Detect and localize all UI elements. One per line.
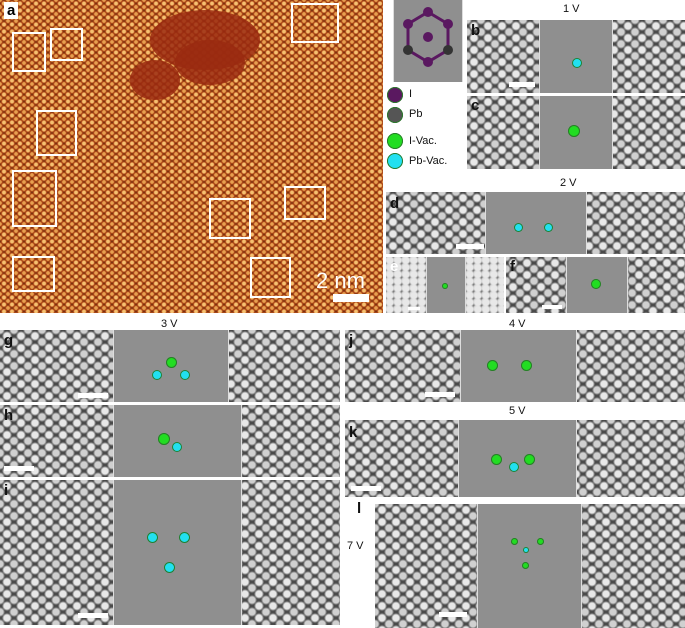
pb-vacancy-marker	[164, 562, 175, 573]
stem-panel-k	[345, 420, 685, 497]
pb-vacancy-marker	[152, 370, 162, 380]
region-box	[12, 256, 55, 292]
region-box	[250, 257, 291, 298]
panel-label-b: b	[471, 22, 481, 39]
i-vacancy-marker	[442, 283, 448, 289]
scale-bar-label: 2 nm	[316, 268, 365, 293]
i-vacancy-marker	[158, 433, 170, 445]
model-panel-k	[458, 420, 577, 497]
iodine-legend-label: I	[409, 88, 413, 100]
pb-vacancy-marker	[514, 223, 523, 232]
unit-cell-model	[393, 0, 463, 82]
stem-panel-e	[386, 257, 504, 313]
stem-panel-j	[345, 330, 685, 402]
model-panel-b	[539, 20, 613, 93]
scale-bar	[333, 294, 369, 302]
overview-stem-image: 2 nm	[0, 0, 383, 313]
i-vacancy-marker	[491, 454, 502, 465]
stem-panel-h	[0, 405, 340, 477]
stem-panel-l	[375, 504, 685, 628]
voltage-label-4v: 4 V	[509, 318, 526, 330]
panel-label-g: g	[4, 332, 14, 349]
pb-vacancy-legend-label: Pb-Vac.	[409, 155, 448, 167]
voltage-label-3v: 3 V	[161, 318, 178, 330]
pb-vacancy-marker	[180, 370, 190, 380]
i-vacancy-marker	[568, 125, 580, 137]
scale-bar	[78, 393, 108, 398]
pb-vacancy-legend-dot	[387, 153, 403, 169]
iodine-legend-dot	[387, 87, 403, 103]
pb-vacancy-marker	[544, 223, 553, 232]
i-vacancy-marker	[537, 538, 544, 545]
voltage-label-2v: 2 V	[560, 177, 577, 189]
region-box	[284, 186, 326, 220]
region-box	[36, 110, 77, 156]
scale-bar	[509, 82, 535, 87]
pb-vacancy-marker	[572, 58, 582, 68]
amorphous-region	[130, 60, 180, 100]
panel-label-e: e	[390, 258, 399, 275]
scale-bar	[78, 613, 108, 618]
region-box	[12, 170, 57, 227]
model-panel-i	[113, 480, 242, 625]
pb-vacancy-marker	[509, 462, 519, 472]
scale-bar	[542, 305, 562, 309]
panel-label-l: l	[357, 500, 362, 517]
i-vacancy-marker	[524, 454, 535, 465]
model-panel-j	[460, 330, 577, 402]
panel-label-h: h	[4, 407, 14, 424]
scale-bar	[4, 466, 34, 471]
pb-vacancy-marker	[523, 547, 529, 553]
i-vacancy-marker	[521, 360, 532, 371]
voltage-label-5v: 5 V	[509, 405, 526, 417]
i-vacancy-legend-dot	[387, 133, 403, 149]
panel-label-d: d	[390, 195, 400, 212]
region-box	[50, 28, 83, 61]
pb-vacancy-marker	[179, 532, 190, 543]
unit-cell-svg	[403, 7, 453, 67]
i-vacancy-marker	[511, 538, 518, 545]
i-vacancy-marker	[166, 357, 177, 368]
model-panel-h	[113, 405, 242, 477]
panel-label-c: c	[471, 97, 480, 114]
scale-bar	[439, 612, 467, 617]
i-vacancy-marker	[591, 279, 601, 289]
lead-legend-label: Pb	[409, 108, 423, 120]
stem-panel-f	[506, 257, 685, 313]
pb-vacancy-marker	[172, 442, 182, 452]
scale-bar	[425, 392, 455, 397]
voltage-label-7v: 7 V	[347, 540, 364, 552]
i-vacancy-marker	[487, 360, 498, 371]
panel-label-a: a	[4, 2, 19, 19]
stem-panel-i	[0, 480, 340, 625]
panel-label-k: k	[349, 424, 358, 441]
region-box	[209, 198, 251, 239]
region-box	[12, 32, 46, 72]
model-panel-d	[485, 192, 587, 254]
scale-bar	[456, 244, 484, 249]
scale-bar	[408, 307, 420, 310]
region-box	[291, 3, 339, 43]
stem-panel-b	[467, 20, 685, 93]
lead-legend-dot	[387, 107, 403, 123]
stem-panel-g	[0, 330, 340, 402]
stem-panel-d	[386, 192, 685, 254]
model-panel-l	[477, 504, 582, 628]
panel-label-i: i	[4, 482, 9, 499]
scale-bar	[351, 486, 381, 491]
pb-vacancy-marker	[147, 532, 158, 543]
panel-label-j: j	[349, 332, 354, 349]
panel-label-f: f	[510, 258, 515, 275]
amorphous-region	[175, 40, 245, 85]
i-vacancy-legend-label: I-Vac.	[409, 135, 437, 147]
stem-panel-c	[467, 96, 685, 169]
i-vacancy-marker	[522, 562, 529, 569]
voltage-label-1v: 1 V	[563, 3, 580, 15]
